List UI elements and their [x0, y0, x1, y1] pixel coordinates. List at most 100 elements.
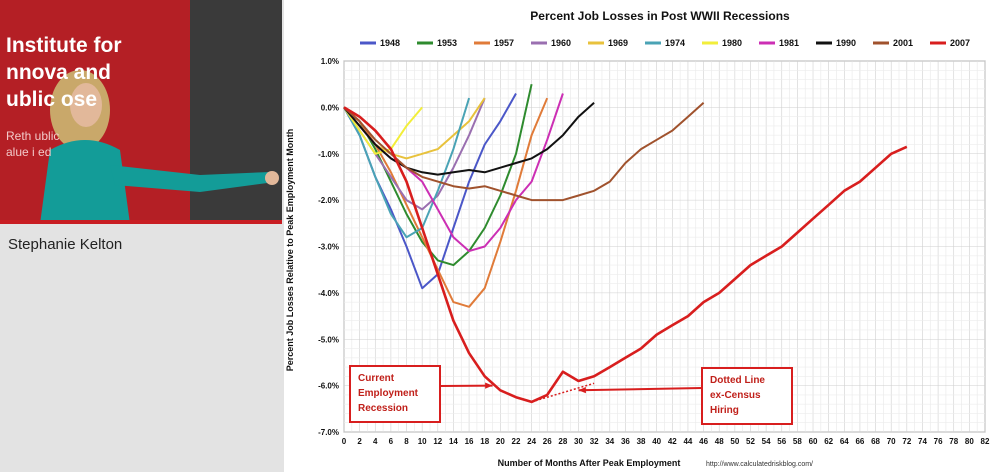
legend-label: 1974	[665, 38, 685, 48]
banner-title: Institute for nnova and ublic ose	[6, 32, 122, 113]
x-tick-label: 16	[465, 437, 474, 446]
x-tick-label: 2	[357, 437, 362, 446]
chart-title: Percent Job Losses in Post WWII Recessio…	[530, 9, 790, 23]
x-tick-label: 4	[373, 437, 378, 446]
legend-label: 1953	[437, 38, 457, 48]
x-tick-label: 44	[683, 437, 692, 446]
y-tick-label: -4.0%	[318, 289, 339, 298]
presenter-jacket	[40, 140, 130, 224]
x-tick-label: 18	[480, 437, 489, 446]
annotation-text: Current	[358, 373, 395, 384]
annotation-text: Hiring	[710, 405, 739, 416]
banner-sub-line: Reth ublic	[6, 129, 60, 143]
series-line-1974	[343, 97, 471, 239]
legend-label: 1960	[551, 38, 571, 48]
x-tick-label: 78	[949, 437, 958, 446]
x-tick-label: 80	[965, 437, 974, 446]
x-tick-label: 46	[699, 437, 708, 446]
series-line-2007	[343, 106, 908, 404]
y-tick-label: 1.0%	[321, 57, 339, 66]
y-axis-label: Percent Job Losses Relative to Peak Empl…	[285, 129, 295, 372]
annotation-box	[349, 365, 441, 423]
source-url: http://www.calculatedriskblog.com/	[706, 461, 813, 468]
x-tick-label: 0	[342, 437, 347, 446]
annotation-text: ex-Census	[710, 390, 761, 401]
x-tick-label: 10	[418, 437, 427, 446]
x-tick-label: 48	[715, 437, 724, 446]
x-tick-label: 14	[449, 437, 458, 446]
annotation-arrowhead	[578, 387, 586, 394]
legend-label: 1957	[494, 38, 514, 48]
x-tick-label: 36	[621, 437, 630, 446]
dotted-line-ex-census	[531, 382, 595, 403]
presenter-arm	[110, 165, 275, 192]
x-tick-label: 64	[840, 437, 849, 446]
x-tick-label: 30	[574, 437, 583, 446]
y-tick-label: -7.0%	[318, 428, 339, 437]
x-tick-label: 38	[637, 437, 646, 446]
y-axis-ticks: 1.0% 0.0% -1.0% -2.0% -3.0% -4.0% -5.0% -6.0% -7…	[318, 57, 339, 437]
annotation-text: Employment	[358, 388, 419, 399]
x-tick-label: 62	[824, 437, 833, 446]
x-tick-label: 58	[793, 437, 802, 446]
x-tick-label: 74	[918, 437, 927, 446]
annotation-text: Recession	[358, 403, 408, 414]
x-tick-label: 28	[558, 437, 567, 446]
series-line-1990	[343, 101, 595, 176]
chart-panel: Percent Job Losses in Post WWII Recessio…	[284, 0, 993, 472]
x-axis-label: Number of Months After Peak Employment	[498, 458, 681, 468]
x-axis-ticks: 0 2 4 6 8 10 12 14 16 18 20 22 24 26 28 30 32 34 36 38 40 42 4…	[342, 437, 990, 446]
legend-label: 1980	[722, 38, 742, 48]
chart-annotations: Current Employment Recession Dotted Line ex-…	[349, 365, 793, 425]
legend-label: 2001	[893, 38, 913, 48]
x-tick-label: 82	[981, 437, 990, 446]
annotation-arrow	[578, 387, 703, 392]
x-tick-label: 32	[590, 437, 599, 446]
x-tick-label: 72	[902, 437, 911, 446]
x-tick-label: 56	[777, 437, 786, 446]
y-tick-label: -1.0%	[318, 150, 339, 159]
banner-line: Institute for	[6, 34, 122, 57]
legend-label: 1948	[380, 38, 400, 48]
y-tick-label: -5.0%	[318, 335, 339, 344]
x-tick-label: 8	[404, 437, 409, 446]
legend-label: 1969	[608, 38, 628, 48]
y-tick-label: -6.0%	[318, 382, 339, 391]
annotation-text: Dotted Line	[710, 375, 765, 386]
video-bottom-bar	[0, 220, 282, 224]
presenter-hand	[265, 171, 279, 185]
x-tick-label: 12	[433, 437, 442, 446]
x-tick-label: 68	[871, 437, 880, 446]
series-line-2001	[343, 101, 705, 202]
x-tick-label: 42	[668, 437, 677, 446]
chart-series	[343, 83, 908, 404]
y-tick-label: -3.0%	[318, 243, 339, 252]
x-tick-label: 6	[389, 437, 394, 446]
banner-line: nnova and	[6, 61, 112, 84]
legend-label: 1990	[836, 38, 856, 48]
x-tick-label: 34	[605, 437, 614, 446]
annotation-arrowhead	[485, 382, 493, 389]
x-tick-label: 60	[809, 437, 818, 446]
legend-label: 1981	[779, 38, 799, 48]
x-tick-label: 26	[543, 437, 552, 446]
x-tick-label: 40	[652, 437, 661, 446]
x-tick-label: 24	[527, 437, 536, 446]
x-tick-label: 70	[887, 437, 896, 446]
x-tick-label: 20	[496, 437, 505, 446]
x-tick-label: 66	[855, 437, 864, 446]
annotation-box	[701, 367, 793, 425]
speaker-name: Stephanie Kelton	[8, 236, 123, 253]
series-line-1957	[343, 97, 549, 308]
legend-label: 2007	[950, 38, 970, 48]
chart-grid	[343, 60, 986, 433]
banner-subtitle: Reth ublic alue i ed	[6, 128, 59, 160]
x-tick-label: 50	[730, 437, 739, 446]
presenter-face	[70, 83, 102, 127]
banner-line: ublic ose	[6, 88, 98, 111]
y-tick-label: -2.0%	[318, 196, 339, 205]
y-tick-label: 0.0%	[321, 103, 339, 112]
x-tick-label: 54	[762, 437, 771, 446]
banner-sub-line: alue i ed	[6, 145, 52, 159]
job-losses-chart: Percent Job Losses in Post WWII Recessio…	[285, 9, 990, 468]
